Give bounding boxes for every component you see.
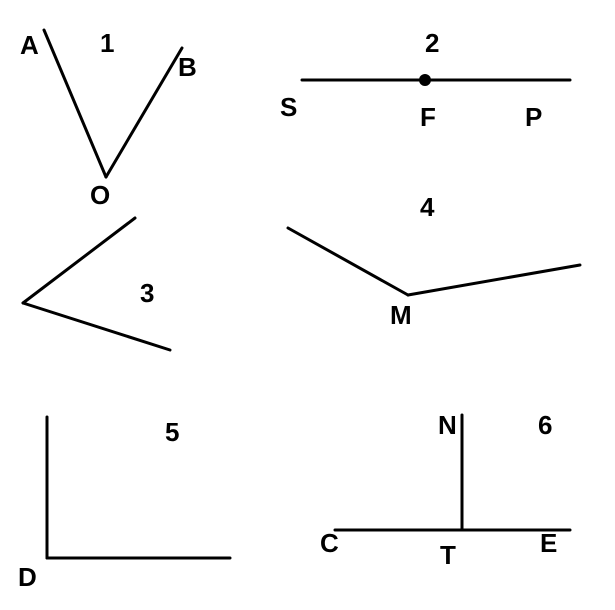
- fig6-point-t: T: [440, 540, 456, 571]
- fig2-point-f: F: [420, 102, 436, 133]
- fig3-number: 3: [140, 278, 154, 309]
- fig2-point-p: P: [525, 102, 542, 133]
- fig6-point-c: C: [320, 528, 339, 559]
- fig6-number: 6: [538, 410, 552, 441]
- fig4-number: 4: [420, 192, 434, 223]
- fig1-point-b: B: [178, 52, 197, 83]
- fig2-number: 2: [425, 28, 439, 59]
- fig1-point-a: A: [20, 30, 39, 61]
- fig1-vertex-o: O: [90, 180, 110, 211]
- fig4-vertex-m: M: [390, 300, 412, 331]
- fig2-point-s: S: [280, 92, 297, 123]
- fig6-point-n: N: [438, 410, 457, 441]
- fig1-number: 1: [100, 28, 114, 59]
- fig6-point-e: E: [540, 528, 557, 559]
- fig5-number: 5: [165, 417, 179, 448]
- geometry-diagram: [0, 0, 615, 610]
- fig5-vertex-d: D: [18, 562, 37, 593]
